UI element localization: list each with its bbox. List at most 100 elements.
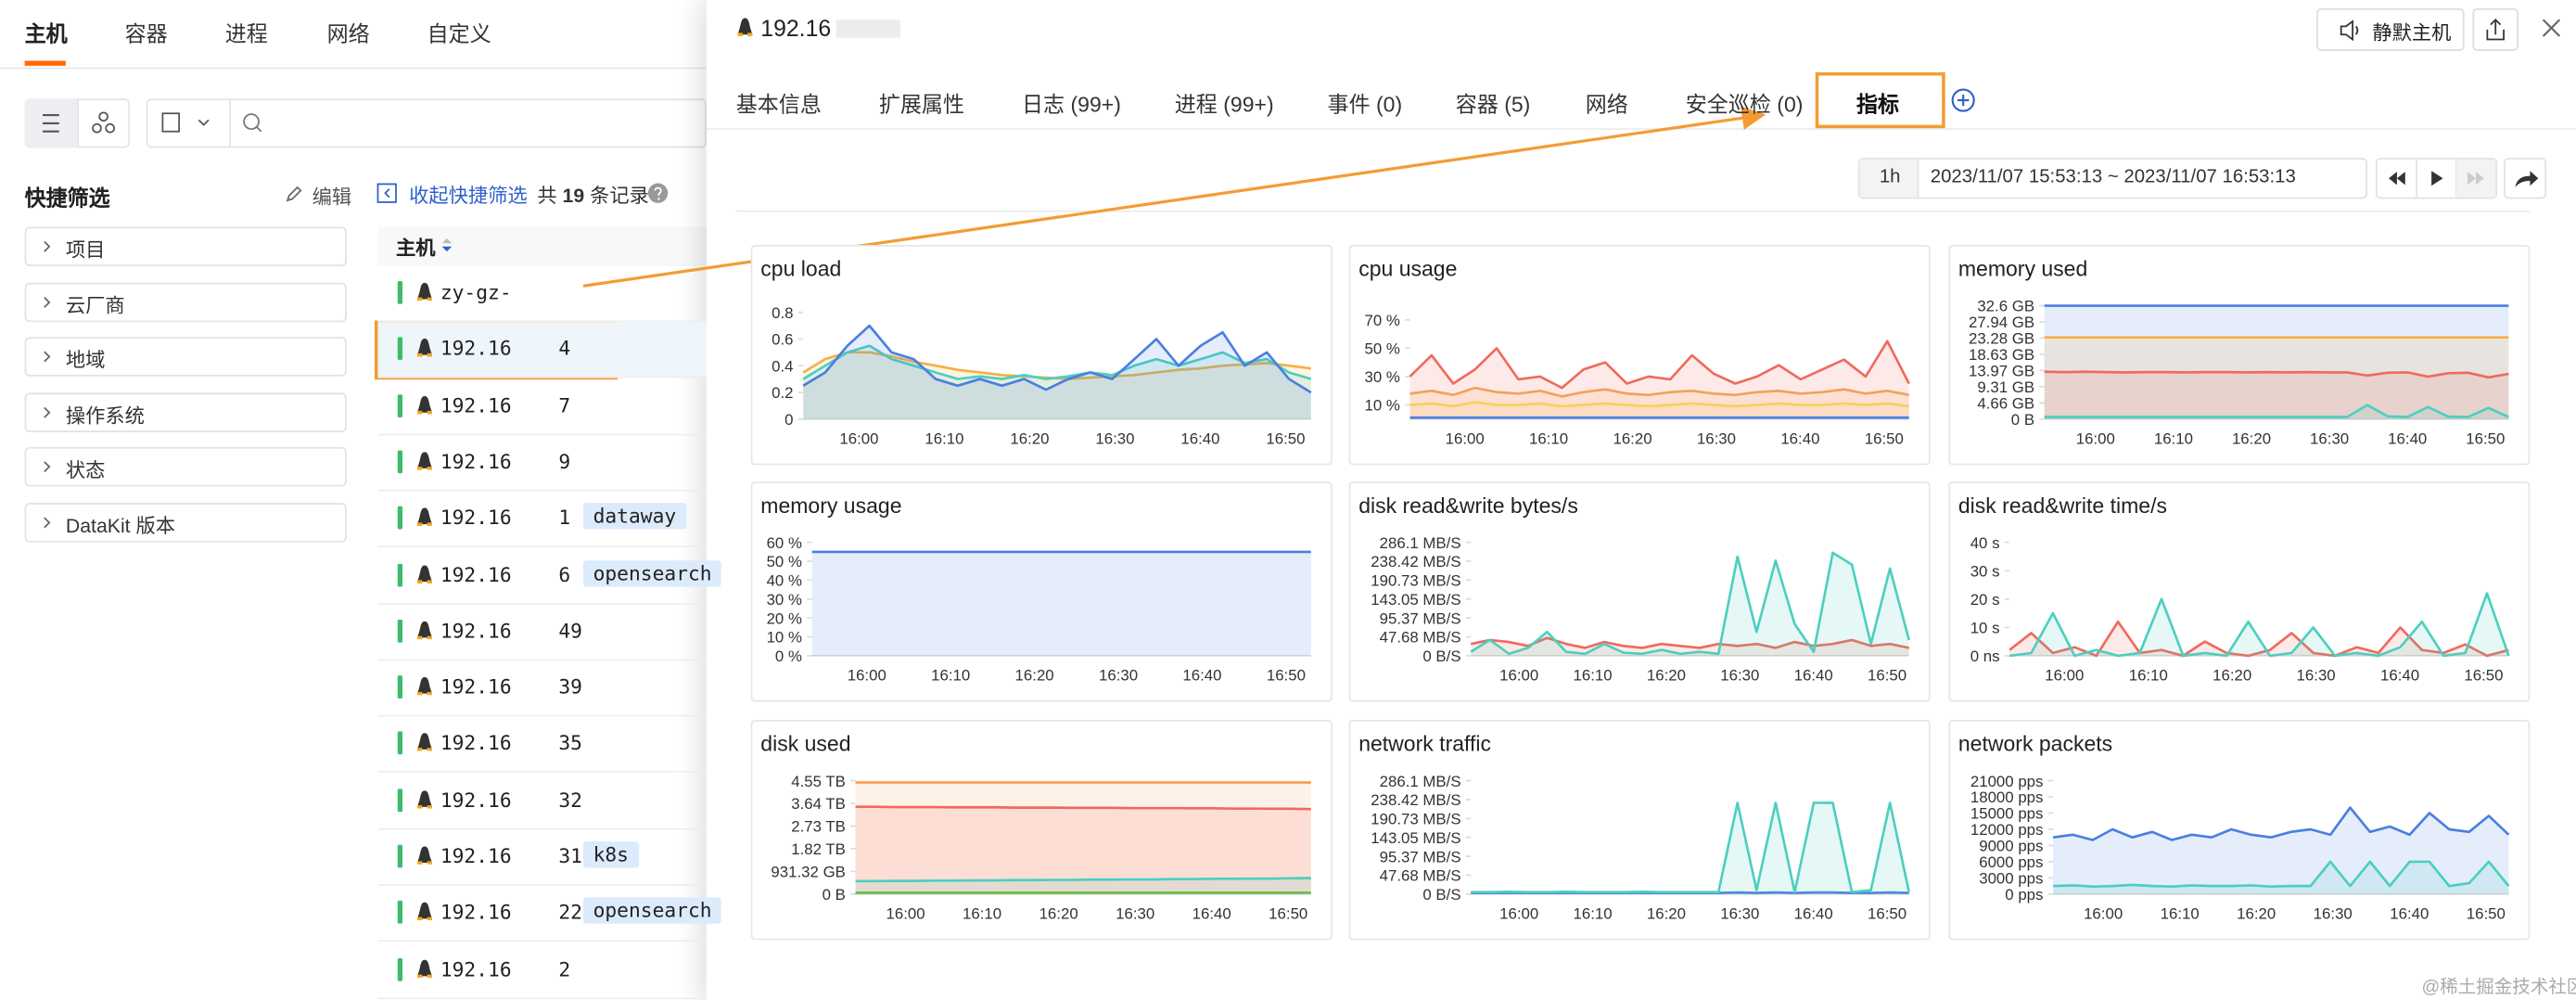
chart-card: network traffic 0 B/S47.68 MB/S 95.37 MB/S… [1348,720,1931,941]
x-tick-label: 16:40 [1794,904,1833,922]
panel-tab[interactable]: 基本信息 [735,92,822,117]
series-area [2044,337,2509,419]
x-tick-label: 16:20 [1039,904,1078,922]
series-line [802,344,1312,380]
host-name[interactable]: 192.16 [440,901,512,925]
y-tick-label: 10 s [1970,620,2000,637]
top-tab[interactable]: 主机 [24,21,68,46]
host-name[interactable]: zy-gz- [440,280,512,304]
y-tick-label: 3000 pps [1979,870,2043,888]
host-tag: k8s [582,841,639,868]
status-bar [397,280,403,304]
x-tick-label: 16:20 [1647,666,1686,684]
filter-item[interactable]: 地域 [24,337,347,378]
close-button[interactable] [2542,18,2561,37]
filter-label: 项目 [65,237,106,262]
tab-highlight [1815,71,1945,129]
x-tick-label: 16:10 [963,904,1001,922]
host-name[interactable]: 192.16 [440,957,512,981]
panel-tab[interactable]: 安全巡检 (0) [1685,92,1804,117]
card-border [750,481,1333,702]
filter-item[interactable]: 项目 [24,226,347,267]
x-tick-label: 16:50 [2464,666,2503,684]
x-tick-label: 16:50 [2467,904,2506,922]
time-range[interactable]: 1h 2023/11/07 15:53:13 ~ 2023/11/07 16:5… [1857,158,2368,199]
x-tick-label: 16:30 [1116,904,1154,922]
topology-view-button[interactable] [77,98,130,148]
panel-tab[interactable]: 指标 [1856,92,1900,117]
host-name[interactable]: 192.16 [440,337,512,361]
y-tick-label: 27.94 GB [1969,314,2034,331]
linux-icon [417,507,432,527]
chart-title: disk read&write time/s [1958,494,2167,518]
y-tick-label: 40 s [1970,534,2000,552]
y-tick-label: 32.6 GB [1977,298,2034,315]
add-tab[interactable] [1950,87,1976,113]
top-tab[interactable]: 进程 [224,21,268,46]
mute-button[interactable]: 静默主机 [2316,7,2465,51]
y-tick-label: 0 pps [2005,886,2043,904]
share-button[interactable] [2504,158,2547,199]
host-id: 4 [558,337,571,361]
list-view-button[interactable] [24,98,78,148]
filter-item[interactable]: 云厂商 [24,282,347,322]
host-name[interactable]: 192.16 [440,450,512,474]
chart-title: memory usage [760,494,901,518]
top-tab[interactable]: 容器 [124,21,168,46]
series-line [1409,340,1910,390]
series-area [1471,637,1909,656]
chart-title: memory used [1958,257,2087,281]
linux-icon [417,621,432,639]
panel-title: 192.16 [760,14,832,42]
x-tick-label: 16:00 [2045,666,2084,684]
chevron [44,240,51,252]
panel-tab[interactable]: 日志 (99+) [1021,92,1121,117]
column-header[interactable]: 主机 [395,237,436,260]
help-icon[interactable] [647,183,669,204]
panel-tab[interactable]: 网络 [1585,92,1628,117]
host-name[interactable]: 192.16 [440,562,512,586]
x-tick-label: 16:10 [1573,904,1612,922]
chevron [44,517,51,529]
host-id: 35 [558,732,582,755]
host-name[interactable]: 192.16 [440,393,512,417]
series-area [2044,371,2509,419]
y-tick-label: 143.05 MB/S [1371,829,1460,847]
y-tick-label: 18.63 GB [1969,346,2034,364]
host-name[interactable]: 192.16 [440,675,512,699]
top-tab[interactable]: 网络 [326,21,370,46]
search-box[interactable] [146,98,707,148]
chevron [44,351,51,363]
filter-item[interactable]: 状态 [24,447,347,488]
host-name[interactable]: 192.16 [440,732,512,755]
y-tick-label: 10 % [1364,397,1399,415]
top-tab[interactable]: 自定义 [427,21,491,46]
y-tick-label: 3.64 TB [791,795,846,813]
y-tick-label: 0 B [823,886,846,904]
filter-label: 云厂商 [65,293,125,317]
filter-item[interactable]: DataKit 版本 [24,503,347,543]
y-tick-label: 21000 pps [1970,773,2044,790]
host-tag: dataway [582,503,686,530]
status-bar [397,450,403,474]
edit-button[interactable]: 编辑 [312,186,352,210]
collapse-link[interactable]: 收起快捷筛选 [409,184,528,208]
linux-icon [417,282,432,301]
panel-tab[interactable]: 容器 (5) [1455,92,1531,117]
status-bar [397,562,403,586]
host-name[interactable]: 192.16 [440,506,512,530]
panel-tab[interactable]: 扩展属性 [878,92,965,117]
status-bar [397,957,403,981]
host-name[interactable]: 192.16 [440,788,512,812]
playback-controls[interactable] [2375,158,2497,199]
host-name[interactable]: 192.16 [440,619,512,643]
series-area [1471,552,1909,656]
panel-tab[interactable]: 进程 (99+) [1174,92,1274,117]
y-tick-label: 20 % [767,609,802,627]
speaker-icon [2340,19,2359,42]
host-name[interactable]: 192.16 [440,844,512,868]
filter-item[interactable]: 操作系统 [24,392,347,432]
status-bar [397,732,403,755]
export-button[interactable] [2472,7,2519,51]
panel-tab[interactable]: 事件 (0) [1327,92,1403,117]
